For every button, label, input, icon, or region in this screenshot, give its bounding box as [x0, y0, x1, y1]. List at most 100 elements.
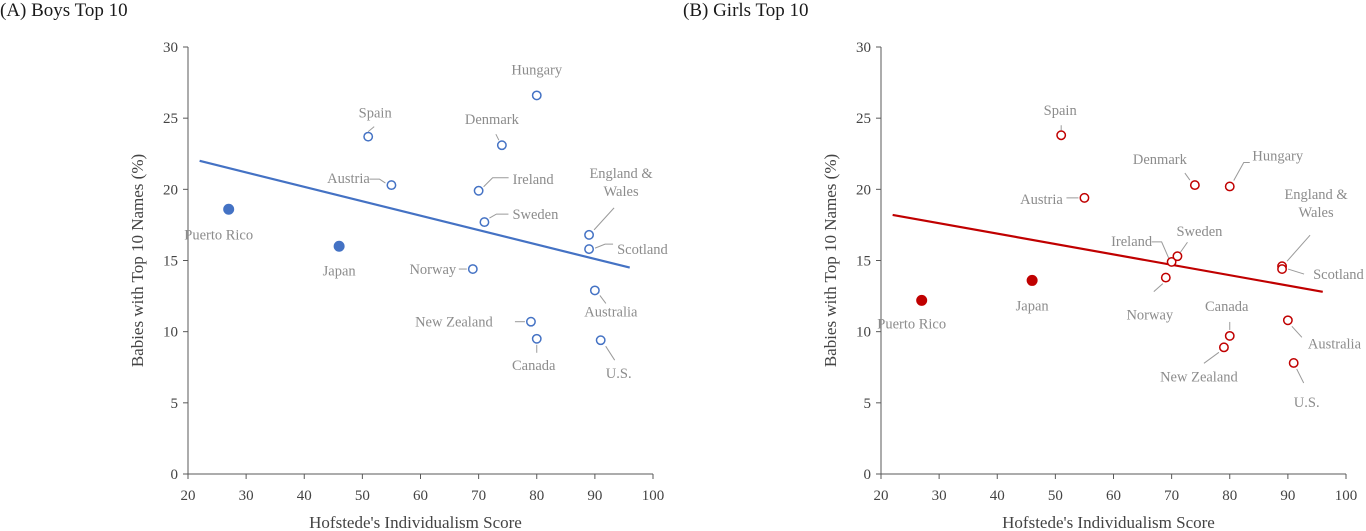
data-point [1218, 342, 1229, 353]
point-label: U.S. [606, 366, 632, 382]
point-label: Australia [1308, 336, 1362, 352]
point-label: U.S. [1294, 395, 1320, 411]
data-point [1160, 272, 1171, 283]
data-point [525, 316, 536, 327]
x-axis-label: Hofstede's Individualism Score [1002, 513, 1215, 531]
y-tick-label: 0 [864, 467, 872, 483]
data-point [386, 180, 397, 191]
data-point [584, 229, 595, 240]
point-label: Puerto Rico [184, 227, 253, 243]
point-label: Norway [409, 262, 456, 278]
data-point [1224, 330, 1235, 341]
x-tick-label: 20 [874, 488, 889, 504]
label-leader-line [1184, 172, 1191, 181]
data-point [916, 294, 928, 306]
y-tick-label: 20 [163, 182, 178, 198]
data-point [479, 217, 490, 228]
data-point [1224, 181, 1235, 192]
label-leader-line [1180, 241, 1188, 253]
point-label: Austria [327, 171, 370, 187]
label-leader-line [1296, 368, 1305, 384]
point-label: Ireland [513, 172, 555, 188]
x-tick-label: 40 [990, 488, 1005, 504]
data-point [531, 333, 542, 344]
data-point [1277, 264, 1288, 274]
data-point [363, 131, 374, 142]
label-leader-line [1151, 241, 1170, 259]
point-label: Denmark [465, 112, 520, 128]
point-label: Hungary [511, 62, 562, 78]
chart-title: (A) Boys Top 10 [0, 0, 128, 21]
point-label: Japan [1016, 298, 1050, 314]
label-leader-line [1203, 351, 1220, 364]
y-tick-label: 10 [856, 325, 871, 341]
trend-line [892, 213, 1323, 293]
point-label: Austria [1020, 192, 1063, 208]
x-tick-label: 40 [297, 488, 312, 504]
x-axis-label: Hofstede's Individualism Score [309, 513, 522, 531]
y-tick-label: 5 [864, 396, 872, 412]
data-point [1079, 192, 1090, 203]
point-label: New Zealand [1160, 369, 1238, 385]
point-label: Australia [584, 304, 638, 320]
label-leader-line [369, 178, 386, 184]
data-point [1189, 180, 1200, 191]
x-tick-label: 70 [471, 488, 486, 504]
point-label: Sweden [512, 207, 559, 223]
y-tick-label: 30 [856, 40, 871, 56]
chart-title: (B) Girls Top 10 [683, 0, 809, 21]
scatter-plot-boys: 0 5 10 15 20 25 30 20 30 40 50 60 70 80 90 100 Hofstede'… [128, 40, 669, 531]
x-tick-label: 70 [1164, 488, 1179, 504]
data-point [223, 203, 235, 215]
data-point [531, 90, 542, 101]
x-tick-label: 100 [642, 488, 665, 504]
point-label: Spain [359, 106, 393, 122]
chart-panel-girls: (B) Girls Top 10 0 5 10 15 20 25 30 20 30 40 50 60 7… [683, 0, 1366, 531]
label-leader-line [599, 295, 607, 304]
point-label: Sweden [1176, 224, 1223, 240]
label-leader-line [605, 345, 616, 361]
data-point [1288, 358, 1299, 368]
y-tick-label: 15 [163, 254, 178, 270]
point-label: Scotland [1313, 267, 1364, 283]
data-point [1026, 274, 1038, 286]
label-leader-line [594, 243, 614, 249]
point-label: England & Wales [589, 166, 653, 200]
y-tick-label: 30 [163, 40, 178, 56]
data-point [496, 140, 507, 151]
data-point [1172, 251, 1183, 262]
y-axis-label: Babies with Top 10 Names (%) [128, 154, 147, 367]
trend-line [199, 159, 631, 269]
x-tick-label: 60 [1106, 488, 1121, 504]
data-point [589, 285, 600, 296]
y-tick-label: 25 [163, 111, 178, 127]
x-tick-label: 90 [587, 488, 602, 504]
scatter-plot-girls: 0 5 10 15 20 25 30 20 30 40 50 60 70 80 90 100 Hofstede'… [821, 40, 1365, 531]
data-point [584, 244, 595, 255]
y-tick-label: 0 [171, 467, 179, 483]
data-point [1056, 130, 1067, 141]
point-label: England & Wales [1284, 187, 1348, 221]
x-tick-label: 90 [1280, 488, 1295, 504]
point-label: Canada [1205, 299, 1249, 315]
label-leader-line [1291, 325, 1303, 338]
y-tick-label: 15 [856, 254, 871, 270]
x-tick-label: 80 [1222, 488, 1237, 504]
point-label: Spain [1044, 103, 1078, 119]
x-tick-label: 80 [529, 488, 544, 504]
label-leader-line [483, 177, 509, 188]
y-tick-label: 10 [163, 325, 178, 341]
x-tick-label: 60 [413, 488, 428, 504]
label-leader-line [367, 126, 375, 133]
data-point [595, 335, 606, 346]
point-label: Puerto Rico [877, 316, 946, 332]
label-leader-line [1287, 268, 1305, 275]
point-label: Denmark [1133, 152, 1188, 168]
label-leader-line [1286, 234, 1311, 262]
label-leader-line [495, 133, 500, 141]
point-label: New Zealand [415, 315, 493, 331]
y-tick-label: 20 [856, 182, 871, 198]
data-point [467, 264, 478, 274]
data-point [1282, 315, 1293, 326]
y-axis-label: Babies with Top 10 Names (%) [821, 154, 840, 367]
